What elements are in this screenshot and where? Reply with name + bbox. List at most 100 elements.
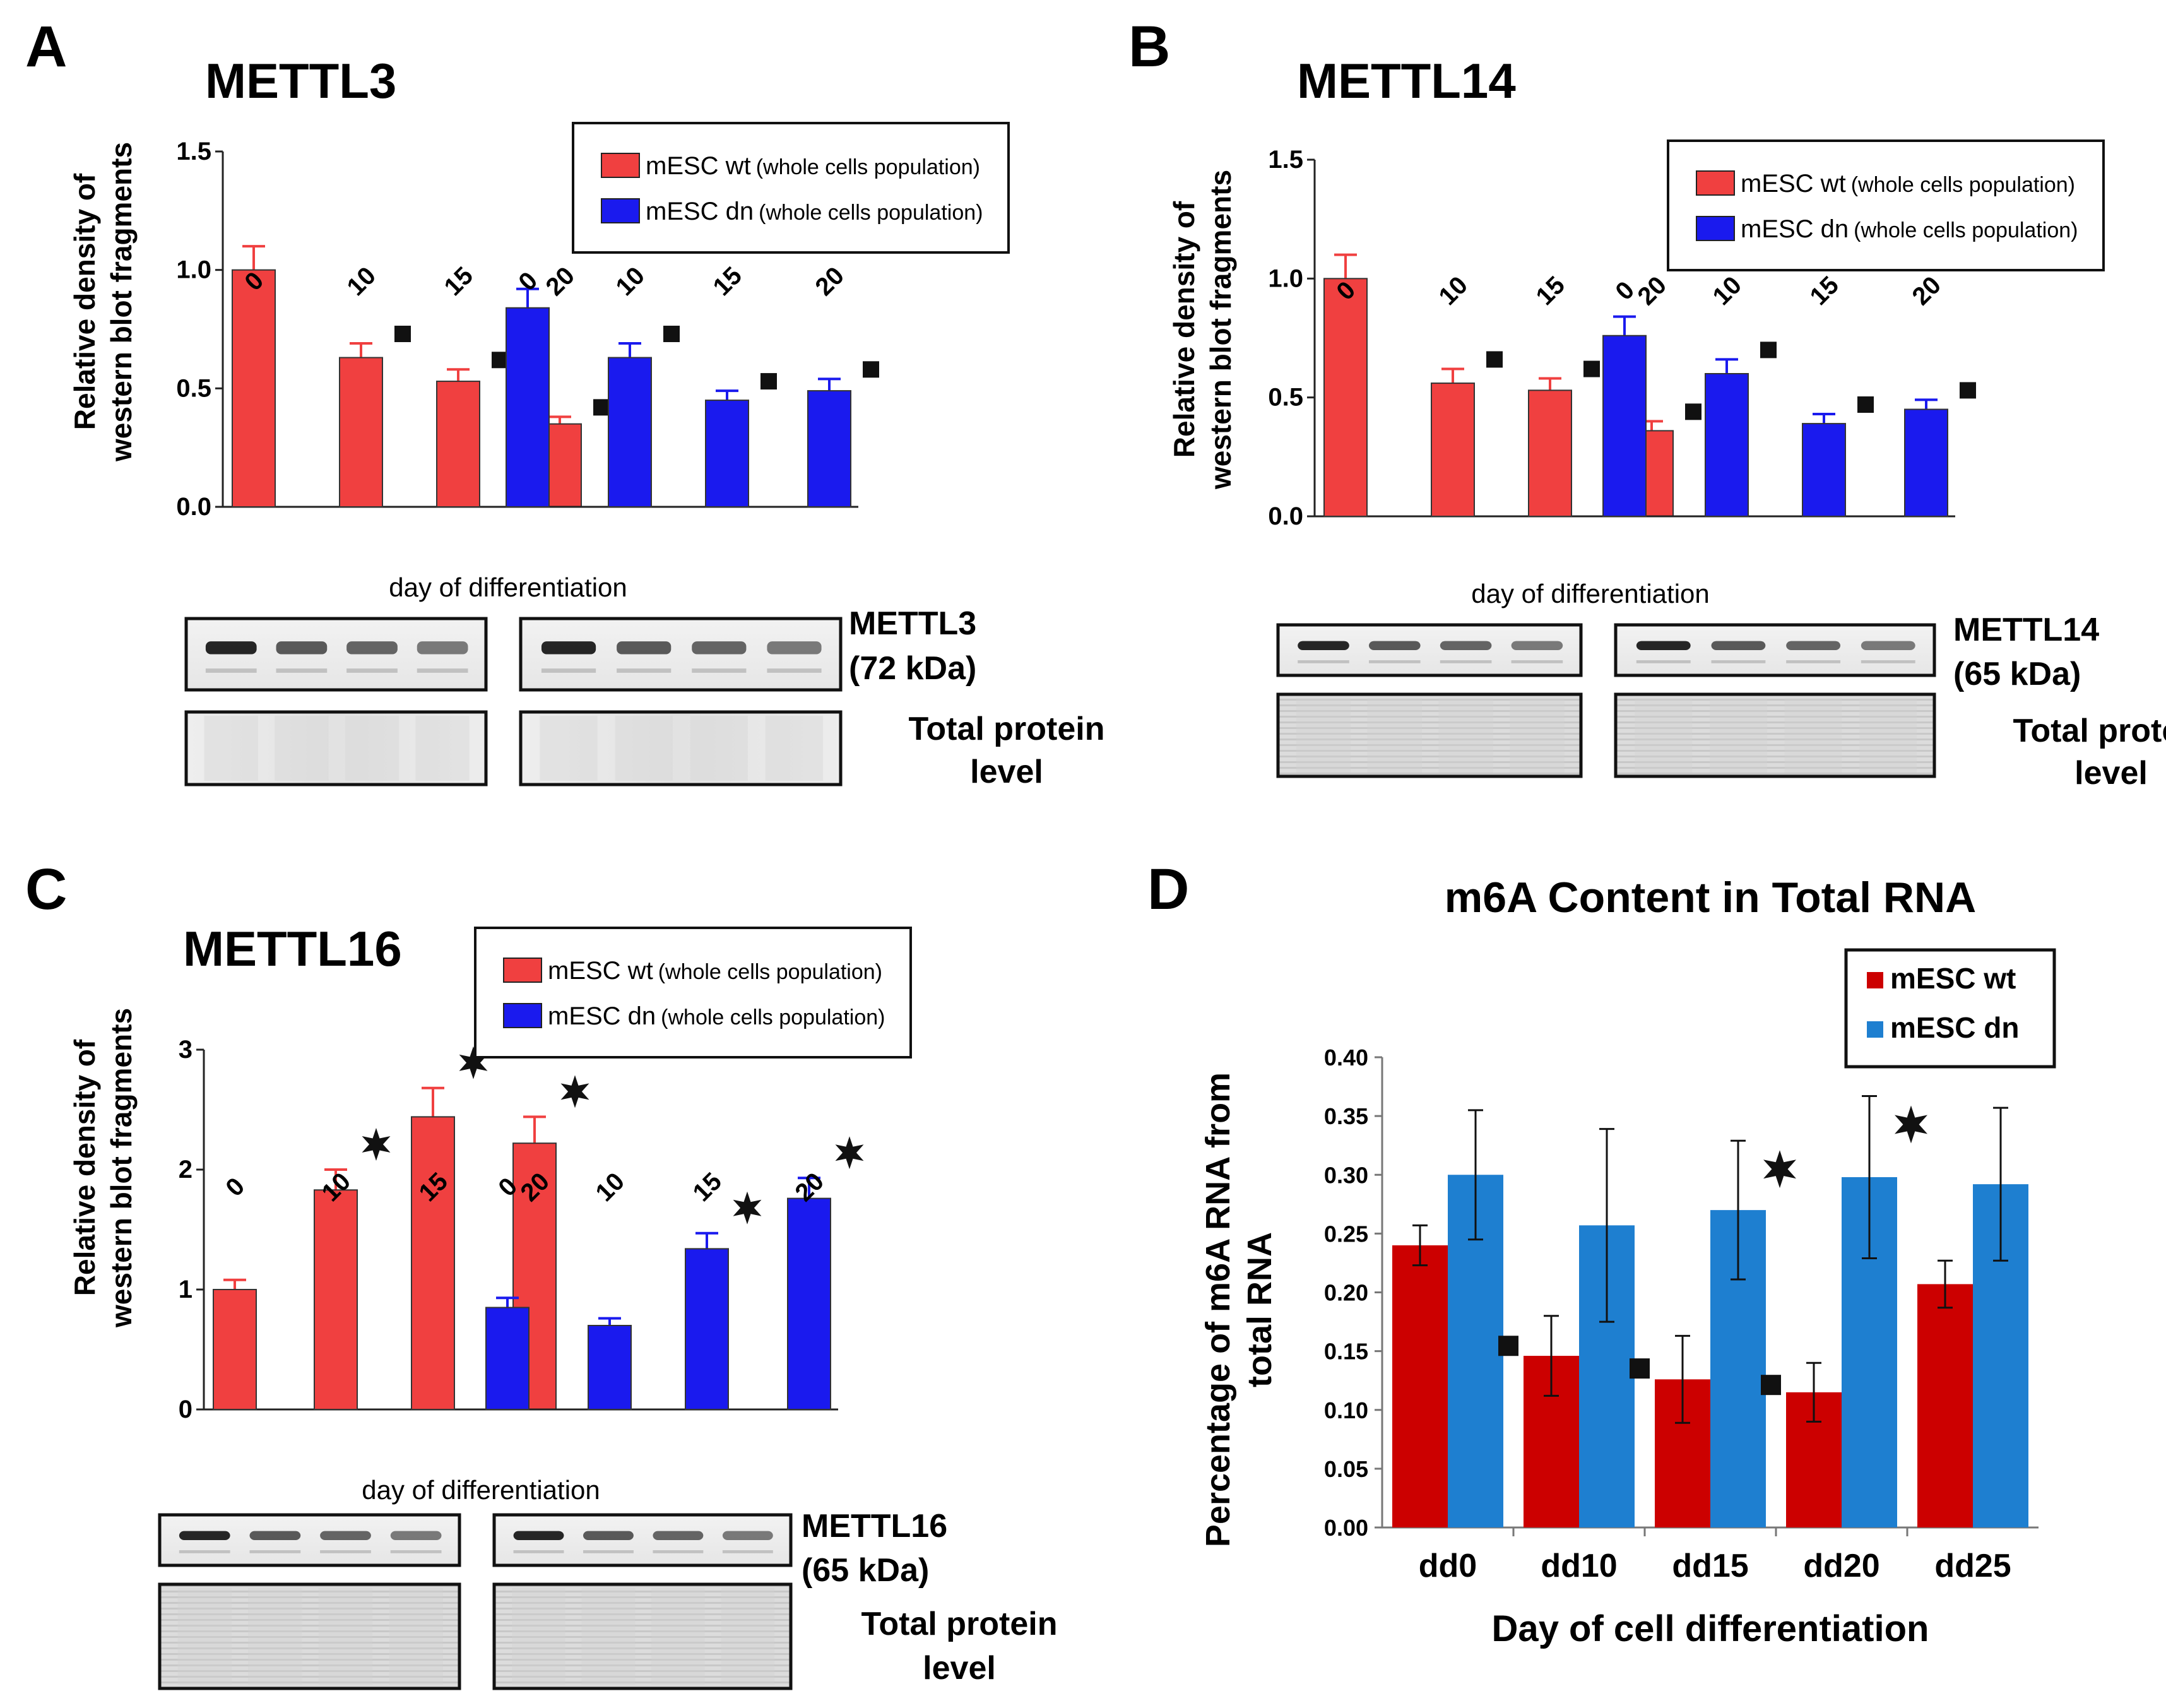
y-axis-label: Percentage of m6A RNA from total RNA bbox=[1199, 1072, 1279, 1547]
blot-faint-band bbox=[1298, 660, 1349, 663]
bar bbox=[232, 269, 276, 507]
significance-square-marker bbox=[663, 326, 680, 343]
blot-faint-band bbox=[179, 1550, 230, 1553]
x-tick-label: 10 bbox=[1708, 271, 1748, 311]
significance-star-marker bbox=[1895, 1105, 1927, 1144]
x-tick-label: dd10 bbox=[1541, 1548, 1617, 1584]
y-tick-label: 0.20 bbox=[1324, 1280, 1368, 1306]
bar bbox=[1392, 1245, 1448, 1527]
blot-band bbox=[249, 1531, 301, 1540]
legend-swatch bbox=[601, 198, 640, 223]
legend-swatch bbox=[1696, 216, 1735, 241]
blot-faint-band bbox=[1786, 660, 1841, 663]
blot-faint-band bbox=[1861, 660, 1915, 663]
x-tick-label: 15 bbox=[1531, 271, 1571, 311]
blot-band bbox=[1636, 641, 1691, 650]
blot-protein-label: METTL14 bbox=[1953, 612, 2099, 648]
y-axis-label-line: western blot fragments bbox=[105, 1008, 138, 1328]
y-axis-label-line: Relative density of bbox=[68, 1039, 101, 1296]
legend-swatch bbox=[503, 1003, 542, 1028]
blot-faint-band bbox=[513, 1550, 564, 1553]
total-protein-lane bbox=[177, 1588, 232, 1685]
legend-label: mESC dn (whole cells population) bbox=[548, 1002, 885, 1030]
significance-square-marker bbox=[394, 326, 411, 343]
blot-band bbox=[1861, 641, 1915, 650]
blot-band bbox=[417, 641, 468, 655]
total-protein-lane bbox=[615, 716, 673, 781]
total-protein-lane bbox=[581, 1588, 636, 1685]
total-protein-lane bbox=[1296, 698, 1351, 773]
x-tick-label: 0 bbox=[220, 1172, 250, 1202]
bar bbox=[787, 1197, 831, 1410]
total-protein-lane bbox=[690, 716, 748, 781]
total-protein-lane bbox=[204, 716, 258, 781]
bar bbox=[1917, 1284, 1973, 1527]
legend-label-name: mESC wt bbox=[1741, 170, 1846, 198]
blot-band bbox=[1711, 641, 1766, 650]
chart-title: METTL16 bbox=[183, 921, 402, 976]
x-tick-label: 10 bbox=[1434, 271, 1474, 311]
y-tick-label: 2 bbox=[179, 1156, 192, 1183]
panel-b: B METTL14 Relative density of western blot … bbox=[1128, 15, 2166, 792]
total-protein-label: level bbox=[970, 754, 1043, 790]
significance-square-marker bbox=[1583, 360, 1600, 377]
x-tick-label: dd15 bbox=[1672, 1548, 1748, 1584]
total-protein-lane bbox=[248, 1588, 302, 1685]
bar bbox=[608, 357, 652, 507]
legend-label-name: mESC wt bbox=[646, 152, 751, 180]
blot-protein-label: METTL16 bbox=[802, 1508, 947, 1545]
legend-label-note: (whole cells population) bbox=[1854, 218, 2078, 242]
blot-band bbox=[1440, 641, 1492, 650]
y-axis-label-line: Relative density of bbox=[68, 173, 101, 430]
y-tick-label: 0.35 bbox=[1324, 1103, 1368, 1129]
bar bbox=[1705, 373, 1749, 517]
legend-label-name: mESC dn bbox=[1741, 215, 1849, 243]
total-protein-image bbox=[1276, 692, 1583, 778]
significance-square-marker bbox=[593, 399, 610, 416]
y-tick-label: 3 bbox=[179, 1036, 192, 1064]
legend-swatch bbox=[1867, 1021, 1883, 1038]
legend-label-name: mESC wt bbox=[548, 957, 653, 985]
total-protein-lane bbox=[1367, 698, 1422, 773]
blot-faint-band bbox=[249, 1550, 301, 1553]
blot-faint-band bbox=[390, 1550, 442, 1553]
y-tick-label: 0.0 bbox=[176, 493, 211, 521]
total-protein-lane bbox=[318, 1588, 373, 1685]
y-tick-label: 0.25 bbox=[1324, 1221, 1368, 1247]
total-protein-lane bbox=[1510, 698, 1565, 773]
legend-swatch bbox=[1696, 170, 1735, 196]
x-tick-label: 15 bbox=[708, 262, 748, 302]
y-tick-label: 0 bbox=[179, 1396, 192, 1423]
blot-size-label: (65 kDa) bbox=[1953, 656, 2081, 692]
significance-square-marker bbox=[1857, 396, 1874, 413]
y-tick-label: 1 bbox=[179, 1276, 192, 1303]
blot-faint-band bbox=[583, 1550, 634, 1553]
blot-band bbox=[513, 1531, 564, 1540]
panel-letter: C bbox=[25, 857, 67, 922]
legend-label: mESC dn (whole cells population) bbox=[1741, 215, 2078, 243]
legend-label: mESC wt bbox=[1890, 962, 2016, 995]
y-tick-label: 0.10 bbox=[1324, 1397, 1368, 1423]
y-tick-label: 0.40 bbox=[1324, 1045, 1368, 1070]
chart-title: METTL14 bbox=[1297, 53, 1516, 109]
blot-faint-band bbox=[320, 1550, 371, 1553]
blot-faint-band bbox=[1369, 660, 1421, 663]
x-tick-label: dd0 bbox=[1419, 1548, 1477, 1584]
x-tick-label: 0 bbox=[513, 266, 543, 296]
legend-box bbox=[474, 927, 912, 1059]
y-axis-label: Relative density of western blot fragment… bbox=[68, 1008, 138, 1328]
total-protein-label: Total protein bbox=[908, 711, 1104, 747]
x-tick-label: 10 bbox=[611, 262, 651, 302]
blot-faint-band bbox=[617, 668, 672, 673]
legend-label-note: (whole cells population) bbox=[658, 960, 882, 984]
blot-band bbox=[653, 1531, 704, 1540]
total-protein-image bbox=[492, 1582, 793, 1690]
total-protein-lane bbox=[721, 1588, 775, 1685]
total-protein-lane bbox=[512, 1588, 565, 1685]
y-axis-label-line: total RNA bbox=[1241, 1232, 1279, 1387]
bar bbox=[436, 381, 480, 507]
y-axis-label-line: Percentage of m6A RNA from bbox=[1199, 1072, 1237, 1547]
total-protein-image bbox=[158, 1582, 461, 1690]
y-tick-label: 0.5 bbox=[176, 374, 211, 402]
